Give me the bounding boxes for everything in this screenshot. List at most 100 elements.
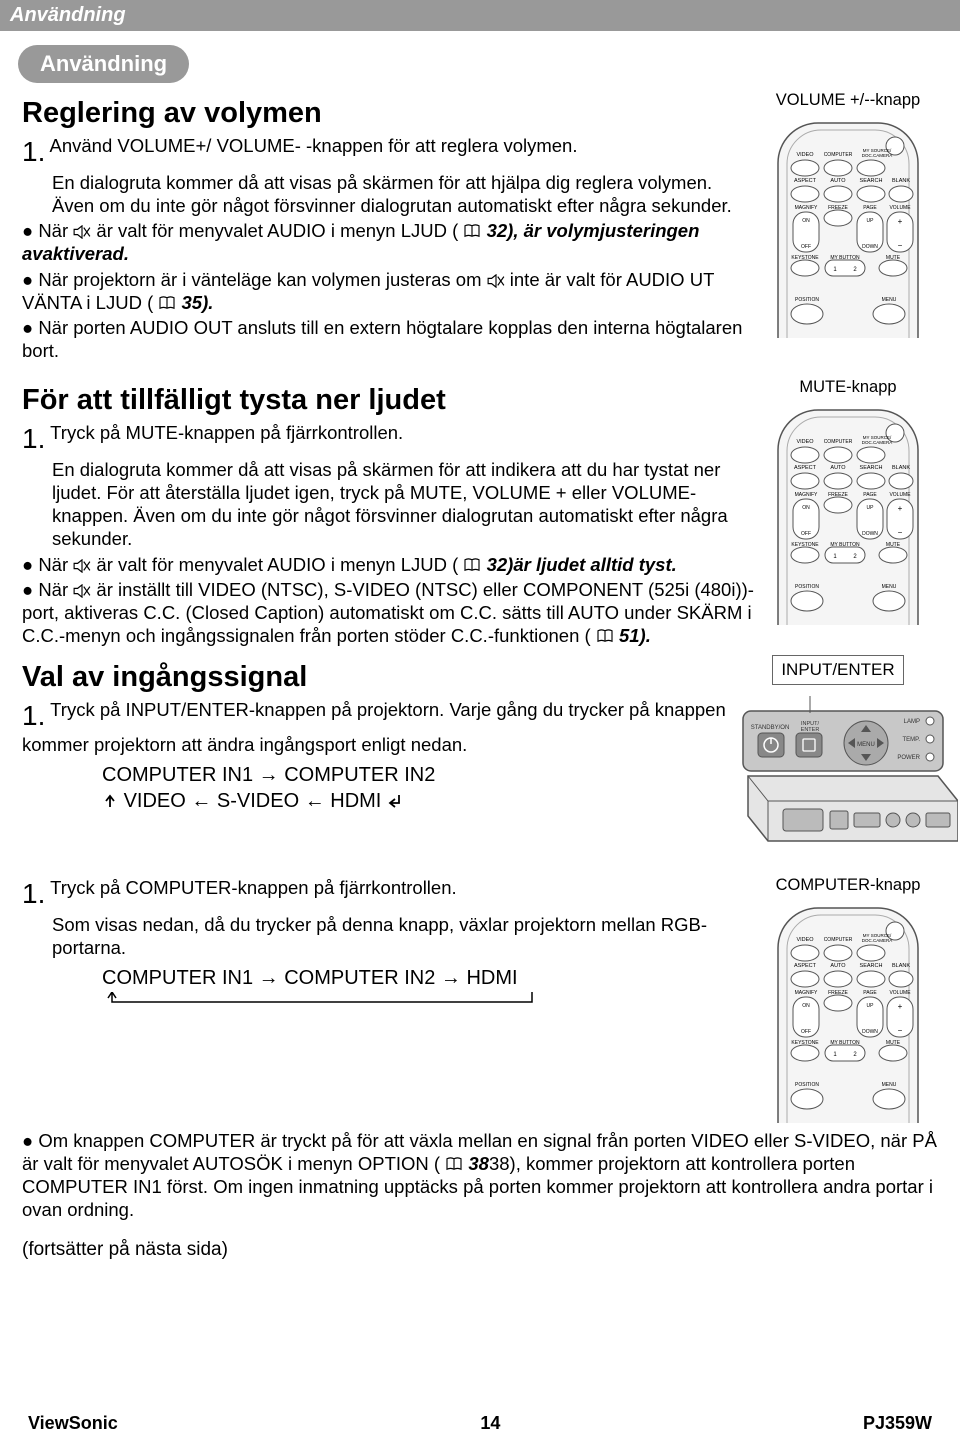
svg-text:MAGNIFY: MAGNIFY — [795, 492, 818, 498]
svg-text:ON: ON — [802, 505, 810, 511]
speaker-mute-icon — [73, 225, 91, 239]
svg-text:AUTO: AUTO — [830, 178, 846, 184]
speaker-mute-icon — [487, 274, 505, 288]
svg-text:MENU: MENU — [882, 1082, 897, 1088]
projector-panel-diagram: STANDBY/ON INPUT/ ENTER MENU LAMP TEMP. … — [738, 691, 958, 851]
svg-text:UP: UP — [867, 505, 875, 511]
svg-text:−: − — [898, 1026, 903, 1035]
section4-line1: Tryck på COMPUTER-knappen på fjärrkontro… — [50, 877, 456, 898]
svg-text:VIDEO: VIDEO — [796, 152, 814, 158]
svg-text:BLANK: BLANK — [892, 178, 910, 184]
svg-text:DOWN: DOWN — [862, 244, 878, 250]
svg-text:ENTER: ENTER — [801, 727, 820, 733]
svg-text:AUTO: AUTO — [830, 963, 846, 969]
svg-text:KEYSTONE: KEYSTONE — [791, 542, 819, 548]
svg-text:ON: ON — [802, 218, 810, 224]
svg-text:SEARCH: SEARCH — [860, 465, 883, 471]
section2-bullet1b: är valt för menyvalet AUDIO i menyn LJUD… — [96, 554, 458, 575]
svg-text:FREEZE: FREEZE — [828, 492, 848, 498]
book-icon — [596, 629, 614, 643]
svg-text:+: + — [898, 504, 903, 513]
section2-bullet2c: 51). — [619, 625, 651, 646]
svg-text:FREEZE: FREEZE — [828, 205, 848, 211]
section3-title: Val av ingångssignal — [22, 661, 738, 694]
svg-text:LAMP: LAMP — [904, 719, 920, 725]
svg-text:ASPECT: ASPECT — [794, 963, 817, 969]
speaker-mute-icon — [73, 559, 91, 573]
svg-text:STANDBY/ON: STANDBY/ON — [751, 725, 790, 731]
svg-text:POWER: POWER — [897, 755, 920, 761]
svg-text:DOWN: DOWN — [862, 531, 878, 537]
section2-line2: En dialogruta kommer då att visas på skä… — [22, 458, 758, 551]
book-icon — [463, 224, 481, 238]
svg-text:UP: UP — [867, 1003, 875, 1009]
book-icon — [158, 296, 176, 310]
continue-text: (fortsätter på nästa sida) — [22, 1238, 938, 1262]
svg-text:BLANK: BLANK — [892, 465, 910, 471]
page-footer: ViewSonic 14 PJ359W — [0, 1413, 960, 1434]
svg-text:PAGE: PAGE — [863, 492, 877, 498]
svg-text:POSITION: POSITION — [795, 297, 819, 303]
svg-text:DOWN: DOWN — [862, 1029, 878, 1035]
book-icon — [445, 1157, 463, 1171]
remote-control-diagram: VIDEO COMPUTER MY SOURCE/ DOC.CAMERA ASP… — [773, 118, 923, 338]
svg-text:OFF: OFF — [801, 1029, 811, 1035]
svg-text:VIDEO: VIDEO — [796, 439, 814, 445]
svg-text:MY BUTTON: MY BUTTON — [830, 255, 860, 261]
svg-text:ASPECT: ASPECT — [794, 465, 817, 471]
section2-number: 1. — [22, 421, 45, 456]
svg-text:FREEZE: FREEZE — [828, 990, 848, 996]
section3-number: 1. — [22, 698, 45, 733]
footer-center: 14 — [480, 1413, 500, 1434]
svg-text:KEYSTONE: KEYSTONE — [791, 255, 819, 261]
svg-text:MAGNIFY: MAGNIFY — [795, 990, 818, 996]
svg-text:+: + — [898, 217, 903, 226]
section-pill: Användning — [18, 45, 189, 83]
svg-text:COMPUTER: COMPUTER — [824, 152, 853, 158]
svg-text:PAGE: PAGE — [863, 990, 877, 996]
svg-text:ASPECT: ASPECT — [794, 178, 817, 184]
top-header: Användning — [0, 0, 960, 31]
svg-text:OFF: OFF — [801, 244, 811, 250]
svg-text:MUTE: MUTE — [886, 1040, 901, 1046]
svg-text:MUTE: MUTE — [886, 542, 901, 548]
input-enter-label: INPUT/ENTER — [772, 655, 903, 685]
svg-text:+: + — [898, 1002, 903, 1011]
svg-text:KEYSTONE: KEYSTONE — [791, 1040, 819, 1046]
section4-arrows: COMPUTER IN1 → COMPUTER IN2 → HDMI — [102, 965, 758, 991]
volume-remote-label: VOLUME +/--knapp — [758, 91, 938, 110]
svg-text:−: − — [898, 241, 903, 250]
svg-text:COMPUTER: COMPUTER — [824, 937, 853, 943]
footer-left: ViewSonic — [28, 1413, 118, 1434]
svg-text:DOC.CAMERA: DOC.CAMERA — [862, 440, 893, 445]
section2-bullet1a: ● När — [22, 554, 73, 575]
footer-right: PJ359W — [863, 1413, 932, 1434]
svg-text:MENU: MENU — [882, 584, 897, 590]
svg-text:VOLUME: VOLUME — [889, 990, 911, 996]
section4-number: 1. — [22, 876, 45, 911]
section1-bullet3: ● När porten AUDIO OUT ansluts till en e… — [22, 316, 758, 362]
section1-line2: En dialogruta kommer då att visas på skä… — [22, 171, 758, 217]
section1-title: Reglering av volymen — [22, 97, 758, 130]
section2-bullet2a: ● När — [22, 579, 73, 600]
svg-text:PAGE: PAGE — [863, 205, 877, 211]
svg-text:MENU: MENU — [857, 742, 875, 748]
arrows-line2: VIDEO ← S-VIDEO ← HDMI — [102, 788, 738, 814]
arrows-line1: COMPUTER IN1 → COMPUTER IN2 — [102, 762, 738, 788]
arrow-down-left-icon — [387, 793, 403, 809]
section1-bullet2a: ● När projektorn är i vänteläge kan voly… — [22, 269, 487, 290]
remote-control-diagram: VIDEO COMPUTER MY SOURCE/ DOC.CAMERA ASP… — [773, 405, 923, 625]
svg-text:MY BUTTON: MY BUTTON — [830, 542, 860, 548]
svg-text:COMPUTER: COMPUTER — [824, 439, 853, 445]
section2-line1: Tryck på MUTE-knappen på fjärrkontrollen… — [50, 422, 403, 443]
arrow-loop-icon — [102, 992, 542, 1010]
svg-text:AUTO: AUTO — [830, 465, 846, 471]
svg-text:BLANK: BLANK — [892, 963, 910, 969]
section4-line2: Som visas nedan, då du trycker på denna … — [22, 913, 758, 959]
svg-text:MAGNIFY: MAGNIFY — [795, 205, 818, 211]
arrow-up-icon — [102, 793, 118, 809]
book-icon — [463, 558, 481, 572]
svg-text:ON: ON — [802, 1003, 810, 1009]
svg-text:MENU: MENU — [882, 297, 897, 303]
svg-text:POSITION: POSITION — [795, 584, 819, 590]
